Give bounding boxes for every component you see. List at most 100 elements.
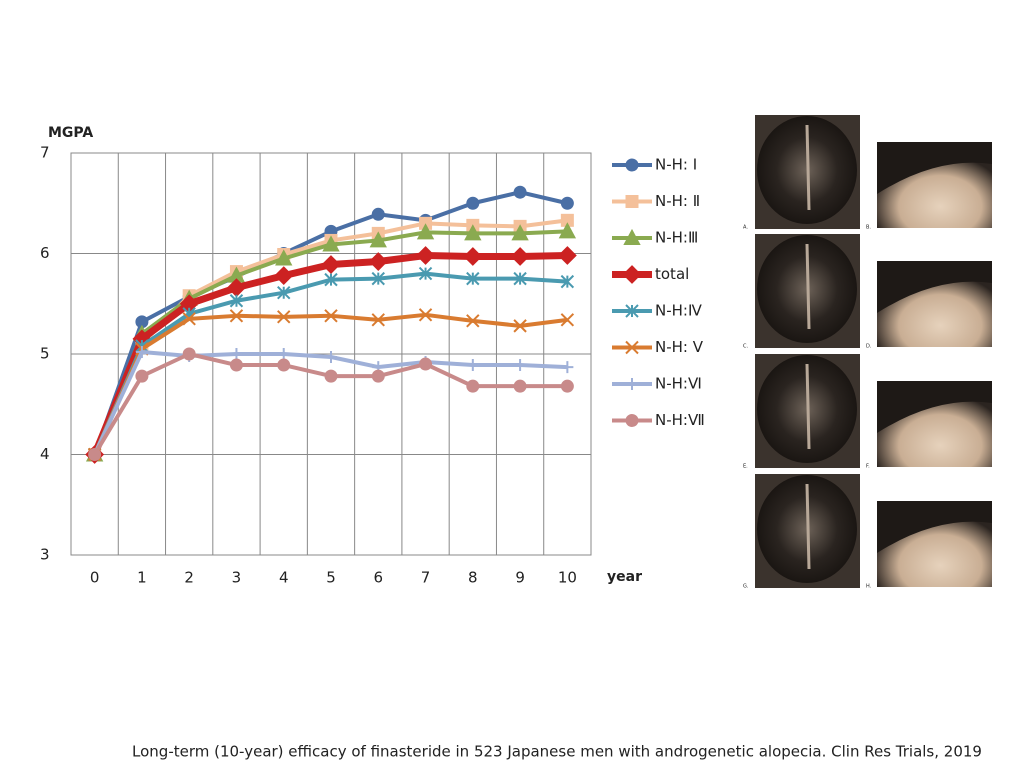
marker xyxy=(463,247,483,266)
marker xyxy=(561,361,574,374)
marker xyxy=(466,359,479,372)
x-tick-label: 7 xyxy=(421,569,431,587)
marker xyxy=(322,235,340,252)
marker xyxy=(277,358,291,372)
x-tick-label: 9 xyxy=(515,569,525,587)
marker xyxy=(625,414,639,427)
photo-label: D. xyxy=(866,344,872,350)
marker xyxy=(230,348,243,360)
legend-label: total xyxy=(655,265,689,283)
x-tick-label: 0 xyxy=(90,569,100,587)
photo-panel: A. B. C. D. E. F. G. H. xyxy=(743,115,992,590)
marker xyxy=(560,313,575,327)
y-tick-label: 5 xyxy=(40,345,50,363)
marker xyxy=(416,223,435,240)
x-tick-label: 1 xyxy=(137,569,147,587)
legend-label: N-H: Ⅱ xyxy=(655,192,700,210)
photo-label: A. xyxy=(743,225,748,231)
marker xyxy=(513,185,527,199)
marker xyxy=(371,207,385,221)
marker xyxy=(622,265,642,284)
caption: Long-term (10-year) efficacy of finaster… xyxy=(132,743,982,761)
photo-parting xyxy=(805,243,811,330)
photo-hairline xyxy=(877,381,992,433)
x-tick-label: 8 xyxy=(468,569,478,587)
marker xyxy=(371,313,385,327)
marker xyxy=(418,266,433,281)
marker xyxy=(466,314,480,328)
x-tick-label: 5 xyxy=(326,569,336,587)
legend-label: N-H:Ⅲ xyxy=(655,229,698,247)
photo-hairline xyxy=(877,261,992,313)
marker xyxy=(368,252,388,271)
marker xyxy=(277,285,291,300)
marker xyxy=(558,222,577,239)
marker xyxy=(277,348,290,360)
marker xyxy=(466,271,480,286)
marker xyxy=(513,319,527,333)
marker xyxy=(514,359,527,372)
photo-label: H. xyxy=(866,584,872,590)
marker xyxy=(135,369,149,383)
x-axis-label: year xyxy=(607,569,642,585)
marker xyxy=(466,196,480,210)
marker xyxy=(324,272,338,287)
marker xyxy=(371,369,385,383)
x-tick-label: 2 xyxy=(184,569,194,587)
legend-label: N-H:Ⅳ xyxy=(655,302,702,320)
marker xyxy=(419,357,433,371)
marker xyxy=(560,196,574,210)
marker xyxy=(513,379,527,393)
marker xyxy=(324,309,338,323)
x-tick-label: 3 xyxy=(232,569,242,587)
x-tick-label: 10 xyxy=(558,569,577,587)
marker xyxy=(229,358,243,372)
photo-parting xyxy=(805,483,811,570)
marker xyxy=(464,224,482,241)
marker xyxy=(560,379,574,393)
x-tick-label: 6 xyxy=(373,569,383,587)
y-tick-label: 4 xyxy=(40,445,50,463)
x-tick-label: 4 xyxy=(279,569,289,587)
marker xyxy=(371,271,385,286)
marker xyxy=(416,246,435,265)
legend-label: N-H: Ⅰ xyxy=(655,156,697,174)
marker xyxy=(418,308,433,322)
photo-label: C. xyxy=(743,344,748,350)
marker xyxy=(510,247,530,266)
y-axis-label: MGPA xyxy=(48,125,93,141)
marker xyxy=(275,249,293,266)
y-tick-label: 7 xyxy=(40,144,50,162)
marker xyxy=(182,312,196,326)
photo-hairline xyxy=(877,142,992,194)
marker xyxy=(135,345,148,358)
photo-hairline xyxy=(877,501,992,553)
y-tick-label: 3 xyxy=(40,546,50,564)
photo-label: B. xyxy=(866,225,871,231)
marker xyxy=(625,158,639,172)
marker xyxy=(321,255,341,274)
marker xyxy=(557,246,577,265)
marker xyxy=(277,310,291,324)
photo-parting xyxy=(805,363,811,450)
marker xyxy=(182,347,196,361)
marker xyxy=(274,266,294,286)
marker xyxy=(513,271,527,286)
marker xyxy=(88,448,102,461)
marker xyxy=(325,351,337,364)
marker xyxy=(626,378,638,390)
marker xyxy=(369,231,387,248)
marker xyxy=(623,228,641,245)
legend-label: N-H:Ⅶ xyxy=(655,411,705,429)
y-tick-label: 6 xyxy=(40,244,50,262)
legend-label: N-H:Ⅵ xyxy=(655,375,702,393)
marker xyxy=(625,340,639,355)
marker xyxy=(229,294,244,308)
marker xyxy=(625,304,639,318)
marker xyxy=(466,379,480,393)
marker xyxy=(511,224,529,241)
marker xyxy=(229,309,244,323)
photo-label: F. xyxy=(866,464,870,470)
marker xyxy=(625,195,639,208)
